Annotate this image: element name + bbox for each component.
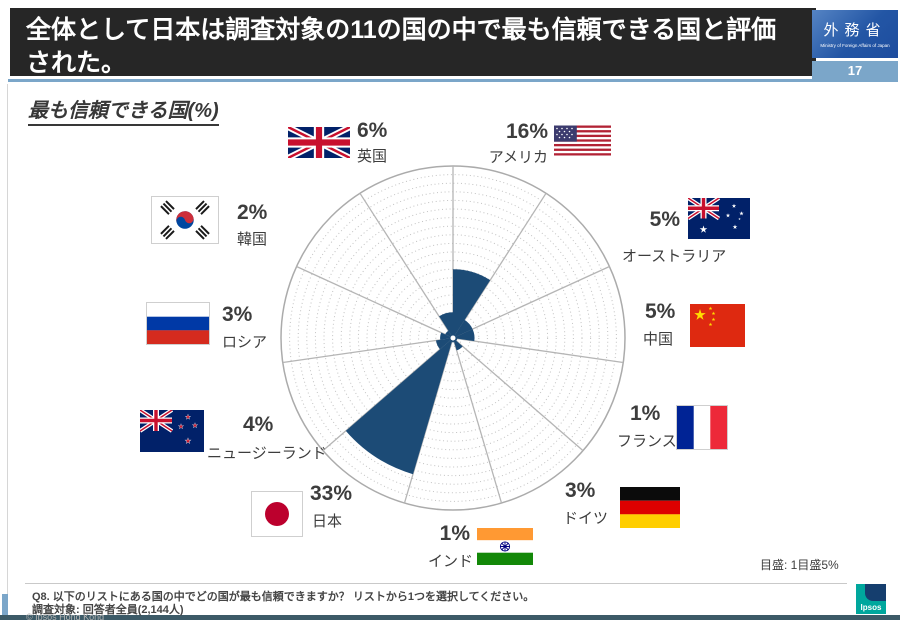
footnote-sample: 調査対象: 回答者全員(2,144人) <box>32 604 184 616</box>
chart-wedge-ドイツ <box>453 338 463 351</box>
ipsos-logo-text: Ipsos <box>860 603 882 612</box>
page-number: 17 <box>812 61 898 80</box>
grid-spoke <box>452 265 610 339</box>
flag-australia-icon <box>688 198 750 239</box>
flag-france-icon <box>676 405 728 450</box>
chart-wedge-ロシア <box>440 332 453 340</box>
flag-russia-icon <box>146 302 210 345</box>
page-left-accent <box>2 594 8 620</box>
country-percent: 6% <box>357 119 388 142</box>
mofa-logo-en: Ministry of Foreign Affairs of Japan <box>820 43 890 48</box>
country-percent: 3% <box>565 479 596 502</box>
chart-wedge-韓国 <box>445 330 453 338</box>
country-percent: 1% <box>439 522 470 545</box>
country-percent: 33% <box>310 482 353 505</box>
country-name: アメリカ <box>488 149 548 166</box>
country-name: オーストラリア <box>622 248 727 265</box>
country-name: 韓国 <box>237 231 268 248</box>
grid-ring <box>392 277 514 399</box>
grid-spoke <box>296 265 454 339</box>
country-name: 中国 <box>643 331 674 348</box>
country-name: ロシア <box>222 334 268 351</box>
flag-germany-icon <box>620 487 680 528</box>
country-percent: 1% <box>630 402 661 425</box>
flag-uk-icon <box>288 127 350 158</box>
country-name: インド <box>428 553 474 570</box>
header-bar: 全体として日本は調査対象の11の国の中で最も信頼できる国と評価された。 <box>10 8 816 77</box>
grid-ring <box>349 234 557 442</box>
country-percent: 3% <box>222 303 253 326</box>
country-percent: 5% <box>649 208 680 231</box>
country-percent: 16% <box>505 120 548 143</box>
grid-ring <box>289 174 617 502</box>
grid-spoke <box>322 337 454 452</box>
chart-wedge-アメリカ <box>453 269 491 338</box>
footer-rule <box>25 583 847 584</box>
grid-spoke <box>452 337 624 364</box>
page-left-edge <box>7 84 8 620</box>
flag-india-icon <box>477 528 533 565</box>
ipsos-logo: Ipsos <box>856 584 886 614</box>
country-label-australia: 5% オーストラリア <box>622 196 762 266</box>
country-label-nz: 4% ニュージーランド <box>140 408 327 464</box>
grid-ring <box>323 208 583 468</box>
country-label-korea: 2% 韓国 <box>151 195 292 248</box>
country-name: ニュージーランド <box>207 445 327 462</box>
mofa-logo-jp: 外務省 <box>823 23 887 39</box>
country-label-usa: 16% アメリカ <box>480 120 612 166</box>
trust-rose-chart <box>263 148 643 528</box>
chart-wedge-英国 <box>439 312 453 338</box>
grid-ring <box>400 285 506 391</box>
country-percent: 2% <box>237 201 268 224</box>
country-percent: 5% <box>645 300 676 323</box>
grid-spoke <box>282 337 454 364</box>
flag-korea-icon <box>151 196 219 244</box>
grid-ring <box>314 199 592 477</box>
country-label-uk: 6% 英国 <box>288 119 418 166</box>
flag-usa-icon <box>554 125 611 156</box>
grid-ring <box>340 225 566 451</box>
chart-wedge-中国 <box>453 329 475 342</box>
country-label-russia: 3% ロシア <box>146 301 277 351</box>
header-rule <box>8 79 898 82</box>
country-name: フランス <box>617 433 677 450</box>
grid-spoke <box>452 337 584 452</box>
grid-ring <box>366 251 540 425</box>
ipsos-logo-shape <box>865 584 886 601</box>
flag-china-icon <box>690 304 745 347</box>
grid-spoke <box>359 192 454 339</box>
grid-spoke <box>452 192 547 339</box>
grid-ring <box>426 311 480 365</box>
chart-wedge-オーストラリア <box>453 319 473 338</box>
grid-ring <box>418 303 488 373</box>
flag-nz-icon <box>140 410 204 452</box>
grid-ring <box>297 182 609 494</box>
country-label-china: 5% 中国 <box>643 300 753 350</box>
grid-spoke <box>452 337 503 504</box>
footnote-question: Q8. 以下のリストにある国の中でどの国が最も信頼できますか？ リストから1つを… <box>32 591 535 603</box>
grid-ring <box>375 260 531 416</box>
page-title: 全体として日本は調査対象の11の国の中で最も信頼できる国と評価された。 <box>26 16 777 77</box>
chart-wedge-日本 <box>345 338 453 475</box>
country-label-india: 1% インド <box>420 522 540 570</box>
chart-wedge-ニュージーランド <box>436 338 453 350</box>
page-bottom-bar <box>0 615 900 620</box>
copyright: © Ipsos Hong Kong <box>26 612 105 620</box>
country-label-germany: 3% ドイツ <box>563 479 683 529</box>
mofa-logo: 外務省 Ministry of Foreign Affairs of Japan <box>812 10 898 58</box>
country-name: 英国 <box>357 148 388 165</box>
country-label-japan: 33% 日本 <box>251 482 372 538</box>
rose-chart-svg <box>280 165 626 511</box>
section-title: 最も信頼できる国(%) <box>28 94 219 126</box>
country-name: 日本 <box>312 513 343 530</box>
country-name: ドイツ <box>563 510 609 527</box>
flag-japan-icon <box>251 491 303 537</box>
chart-centre-dot <box>450 335 456 341</box>
scale-note: 目盛: 1目盛5% <box>760 558 839 572</box>
country-percent: 4% <box>243 413 274 436</box>
country-label-france: 1% フランス <box>617 402 732 452</box>
